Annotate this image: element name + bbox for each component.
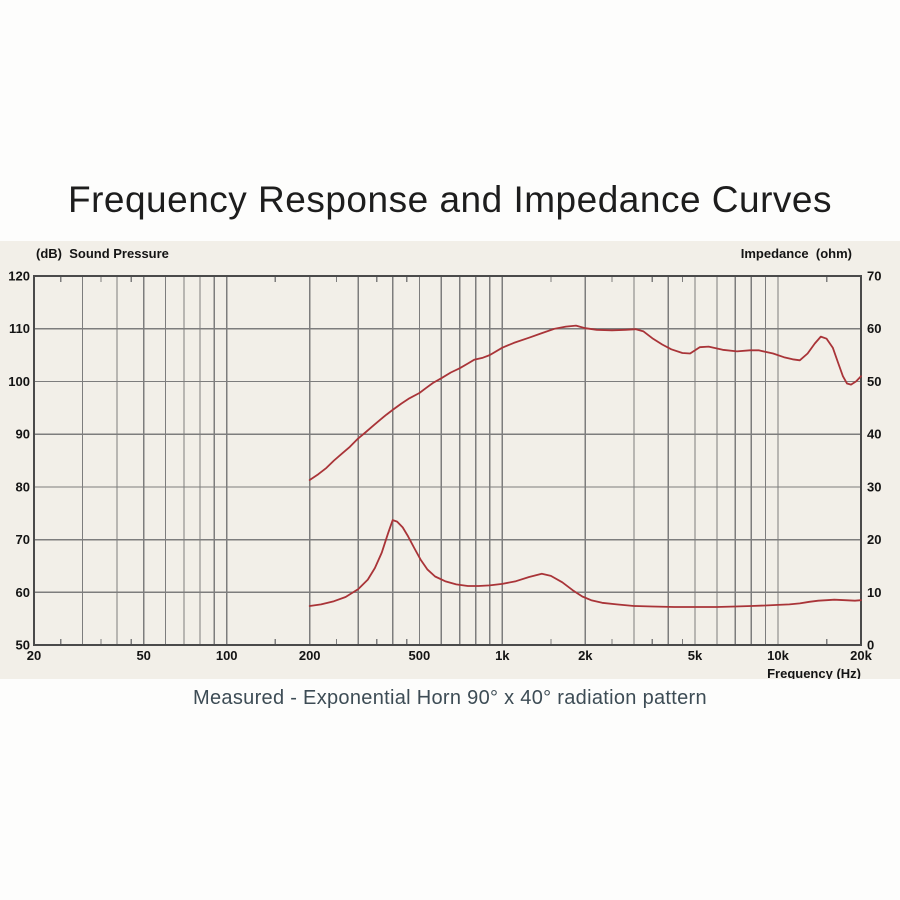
x-tick-label: 500 xyxy=(409,648,431,663)
y-left-tick-label: 70 xyxy=(16,532,30,547)
y-left-tick-label: 80 xyxy=(16,479,30,494)
y-left-tick-label: 50 xyxy=(16,638,30,653)
y-left-tick-label: 100 xyxy=(8,374,30,389)
x-tick-label: 1k xyxy=(495,648,510,663)
x-tick-label: 100 xyxy=(216,648,238,663)
x-tick-label: 20 xyxy=(27,648,41,663)
chart-panel: (dB) Sound Pressure Impedance (ohm) 120 1… xyxy=(0,241,900,679)
y-right-tick-label: 60 xyxy=(867,321,881,336)
y-right-tick-label: 20 xyxy=(867,532,881,547)
y-left-tick-label: 110 xyxy=(9,321,30,336)
right-axis-header: Impedance (ohm) xyxy=(740,246,852,261)
x-tick-label: 10k xyxy=(767,648,789,663)
x-axis-title: Frequency (Hz) xyxy=(767,666,861,679)
y-left-tick-label: 60 xyxy=(16,585,30,600)
y-right-tick-label: 10 xyxy=(867,585,881,600)
sound-pressure-response-curve xyxy=(308,324,862,481)
y-right-tick-label: 0 xyxy=(867,638,874,653)
x-tick-label: 5k xyxy=(688,648,703,663)
x-tick-label: 2k xyxy=(578,648,593,663)
y-right-tick-label: 40 xyxy=(867,427,881,442)
impedance-curve xyxy=(308,519,862,608)
page-title: Frequency Response and Impedance Curves xyxy=(67,179,833,220)
y-right-tick-label: 30 xyxy=(867,479,881,494)
x-tick-label: 200 xyxy=(299,648,321,663)
y-right-tick-label: 50 xyxy=(867,374,881,389)
x-tick-label: 20k xyxy=(850,648,872,663)
y-left-tick-label: 90 xyxy=(16,427,30,442)
plot-border xyxy=(33,275,862,646)
x-tick-label: 50 xyxy=(136,648,150,663)
y-right-tick-label: 70 xyxy=(867,269,881,284)
y-left-tick-label: 120 xyxy=(8,269,30,284)
left-axis-header: (dB) Sound Pressure xyxy=(36,246,169,261)
chart-caption: Measured - Exponential Horn 90° x 40° ra… xyxy=(193,687,707,709)
